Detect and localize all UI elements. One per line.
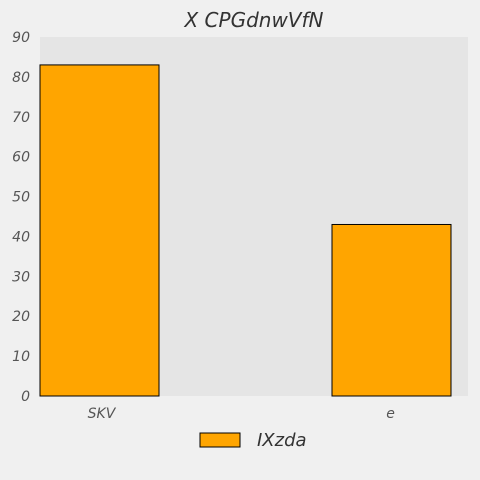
chart-title: X CPGdnwVfN bbox=[184, 8, 324, 32]
y-tick-label: 70 bbox=[12, 110, 30, 126]
bar-skv[interactable] bbox=[39, 64, 160, 397]
y-tick-label: 10 bbox=[12, 349, 30, 365]
y-tick-label: 80 bbox=[12, 70, 30, 86]
bars-group bbox=[39, 64, 452, 397]
y-tick-label: 40 bbox=[12, 229, 30, 245]
legend-label: IXzda bbox=[257, 430, 307, 451]
x-tick-label: SKV bbox=[88, 406, 117, 422]
y-tick-label: 20 bbox=[12, 309, 30, 325]
y-tick-label: 50 bbox=[12, 190, 30, 206]
legend[interactable]: IXzda bbox=[199, 430, 307, 451]
bar-e[interactable] bbox=[331, 223, 452, 397]
y-tick-label: 0 bbox=[21, 389, 30, 405]
y-axis: 0 10 20 30 40 50 60 70 80 90 bbox=[12, 30, 30, 405]
x-tick-label: e bbox=[386, 406, 395, 422]
y-tick-label: 90 bbox=[12, 30, 30, 46]
legend-swatch bbox=[199, 432, 241, 448]
x-axis: SKV e bbox=[88, 406, 395, 422]
y-tick-label: 30 bbox=[12, 269, 30, 285]
y-tick-label: 60 bbox=[12, 150, 30, 166]
